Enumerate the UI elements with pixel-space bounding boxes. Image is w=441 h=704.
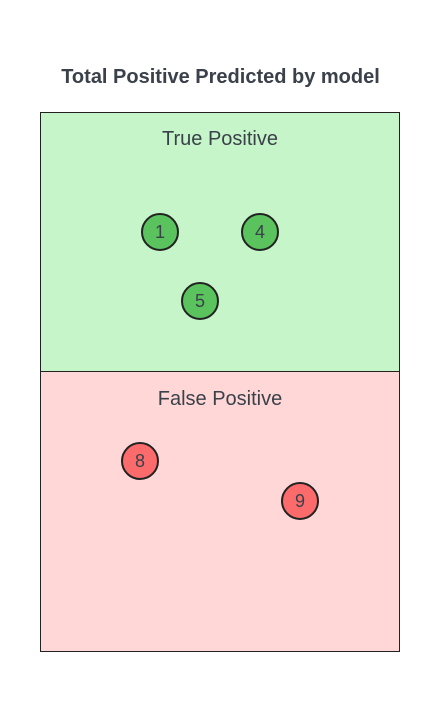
true-positive-label: True Positive <box>162 128 278 150</box>
true-positive-item: 5 <box>181 282 219 320</box>
false-positive-item: 9 <box>281 482 319 520</box>
true-positive-item: 4 <box>241 213 279 251</box>
diagram-title: Total Positive Predicted by model <box>61 66 380 88</box>
false-positive-item: 8 <box>121 442 159 480</box>
false-positive-label: False Positive <box>157 388 283 410</box>
true-positive-item: 1 <box>141 213 179 251</box>
true-positive-region: True Positive 1 4 5 <box>40 112 400 372</box>
false-positive-region: False Positive 8 9 <box>40 371 400 652</box>
